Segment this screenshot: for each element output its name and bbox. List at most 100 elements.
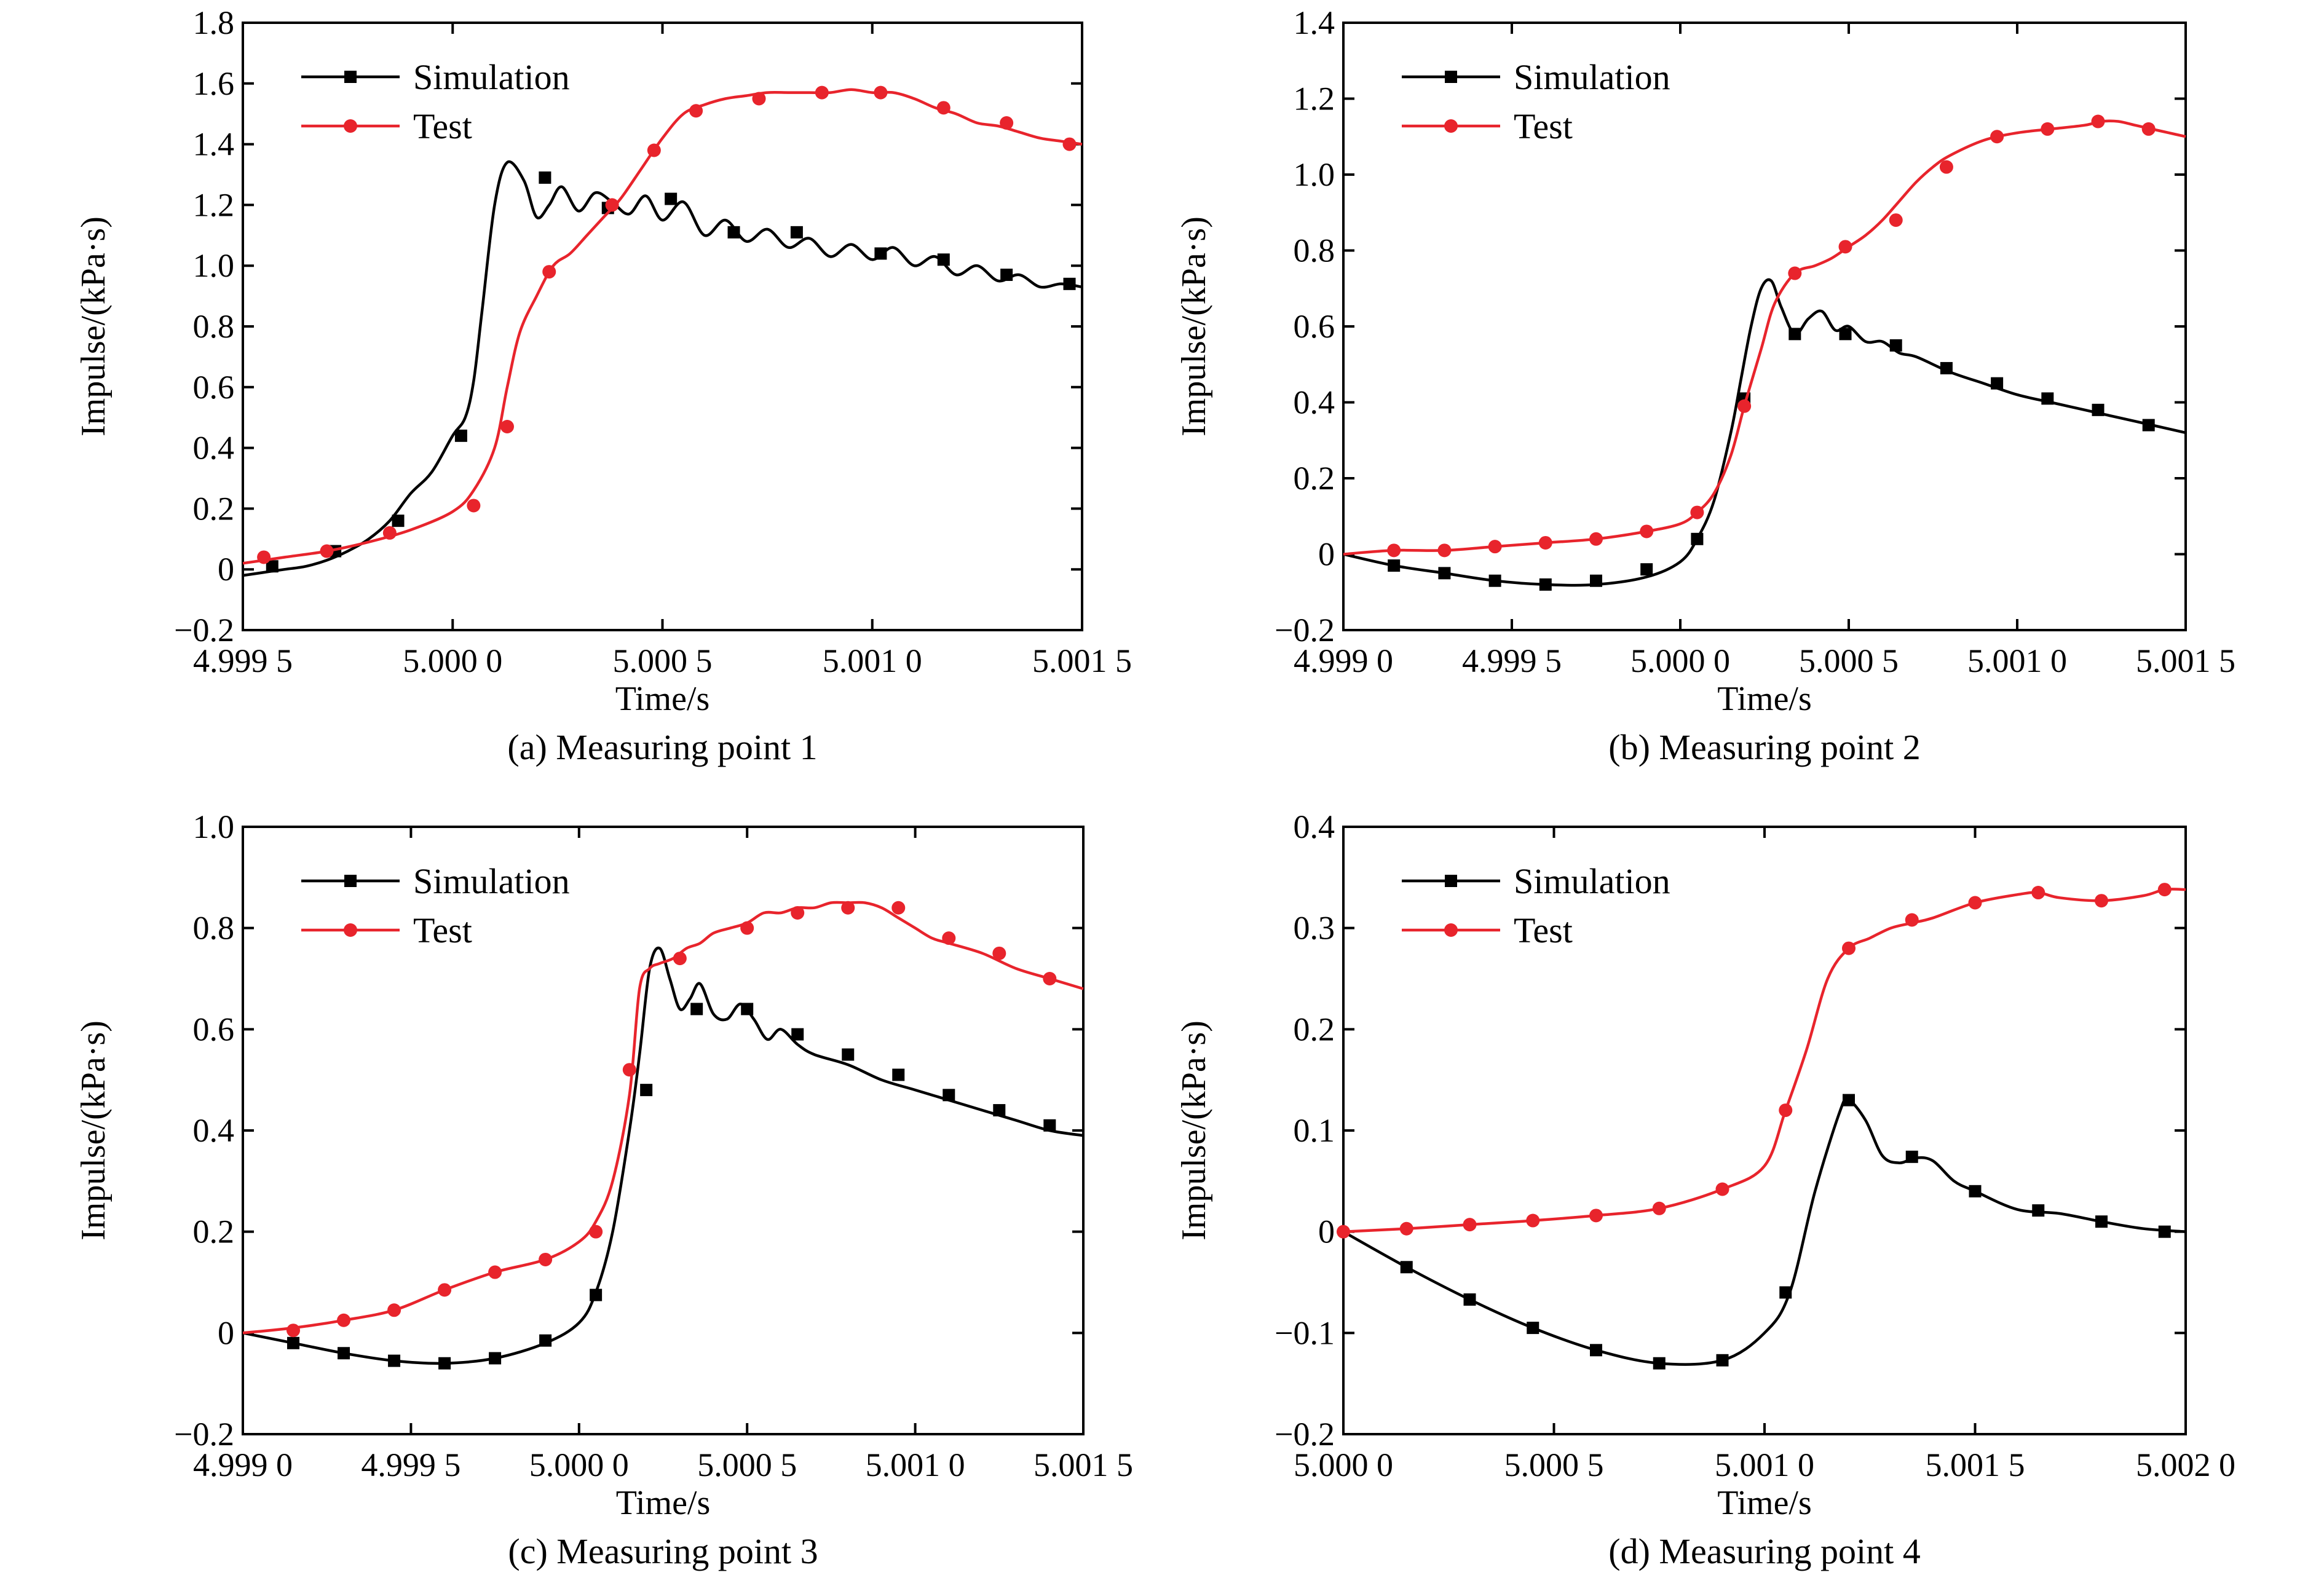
data-point <box>1463 1293 1476 1306</box>
x-tick-label: 5.000 0 <box>1630 642 1730 679</box>
data-point <box>382 526 397 540</box>
data-point <box>2092 403 2105 416</box>
data-point <box>647 143 661 157</box>
series-line <box>242 88 1083 565</box>
x-tick-label: 5.000 5 <box>1504 1446 1604 1483</box>
data-point <box>1653 1357 1666 1370</box>
legend-marker <box>1444 119 1458 133</box>
data-point <box>1939 160 1953 174</box>
y-tick-label: 0 <box>1318 536 1335 573</box>
data-point <box>1843 1094 1855 1107</box>
data-point <box>320 544 334 558</box>
series-line <box>1343 888 2186 1233</box>
data-point <box>2041 122 2055 136</box>
data-point <box>936 101 951 115</box>
series-line <box>242 946 1084 1365</box>
data-point <box>791 905 805 920</box>
data-point <box>1640 524 1654 539</box>
data-point <box>1715 1182 1729 1196</box>
y-tick-label: 1.4 <box>1294 4 1335 41</box>
legend-label: Simulation <box>413 57 570 97</box>
panel-c: 4.999 0 4.999 5 5.000 0 5.000 5 5.001 0 5.001… <box>74 808 1133 1571</box>
data-point <box>1000 116 1014 130</box>
y-tick-label: −0.2 <box>174 1416 234 1453</box>
legend-entry: Test <box>301 910 472 950</box>
y-tick-label: 0.4 <box>193 1112 235 1149</box>
data-point <box>622 1063 636 1077</box>
data-point <box>1043 1119 1056 1132</box>
y-tick-label: 0.8 <box>193 910 235 947</box>
series-line <box>1343 119 2186 556</box>
data-point <box>266 560 279 573</box>
data-point <box>438 1357 451 1370</box>
y-tick-label: 1.4 <box>193 126 235 163</box>
data-point <box>2091 114 2105 128</box>
x-tick-label: 5.000 5 <box>697 1446 797 1483</box>
data-point <box>640 1084 653 1097</box>
x-axis-title: Time/s <box>615 680 710 718</box>
data-point <box>1969 1185 1982 1197</box>
data-point <box>1889 213 1903 227</box>
data-point <box>539 171 551 184</box>
data-point <box>1063 277 1076 290</box>
data-point <box>1788 266 1802 280</box>
legend-entry: Simulation <box>1402 861 1670 901</box>
data-point <box>2032 1204 2045 1217</box>
legend-label: Simulation <box>413 861 570 901</box>
panel-caption: (c) Measuring point 3 <box>508 1531 818 1571</box>
legend-marker <box>344 119 357 133</box>
data-point <box>338 1347 350 1360</box>
panel-caption: (a) Measuring point 1 <box>507 727 817 767</box>
data-point <box>1940 361 1953 374</box>
data-point <box>741 1003 754 1016</box>
series-line <box>1342 1097 2186 1366</box>
data-point <box>1737 399 1752 413</box>
legend-marker <box>1445 71 1457 83</box>
data-point <box>2095 1215 2108 1228</box>
plot-frame <box>242 826 1085 1435</box>
x-tick-label: 5.000 0 <box>529 1446 629 1483</box>
data-point <box>542 265 556 279</box>
y-tick-label: 1.6 <box>193 65 235 102</box>
series-simulation <box>242 946 1084 1370</box>
y-axis-title: Impulse/(kPa·s) <box>74 1020 113 1241</box>
data-point <box>1690 505 1704 519</box>
data-point <box>943 1089 955 1102</box>
data-point <box>1400 1261 1413 1274</box>
data-point <box>752 92 766 106</box>
data-point <box>1779 1103 1793 1118</box>
x-tick-label: 5.000 5 <box>1799 642 1899 679</box>
y-tick-label: 0 <box>218 1314 234 1351</box>
data-point <box>1062 137 1077 151</box>
data-point <box>392 515 405 527</box>
y-tick-label: 1.2 <box>193 186 235 223</box>
data-point <box>1905 1150 1918 1163</box>
legend-label: Test <box>413 910 472 950</box>
x-axis-title: Time/s <box>1717 680 1812 718</box>
data-point <box>488 1265 502 1279</box>
data-point <box>942 931 956 945</box>
data-point <box>2142 419 2155 432</box>
data-point <box>1388 559 1401 572</box>
data-point <box>1527 1322 1539 1335</box>
y-tick-label: 0.3 <box>1294 910 1335 947</box>
x-tick-label: 5.000 0 <box>403 642 502 679</box>
data-point <box>690 1003 703 1016</box>
data-point <box>2031 886 2045 900</box>
data-point <box>841 901 855 915</box>
y-tick-label: −0.1 <box>1275 1314 1335 1351</box>
data-point <box>1991 377 2004 390</box>
data-point <box>539 1334 552 1347</box>
x-axis-title: Time/s <box>1717 1484 1812 1522</box>
data-point <box>1488 574 1501 587</box>
data-point <box>539 1252 553 1266</box>
y-tick-label: 0.2 <box>193 1213 235 1250</box>
data-point <box>388 1354 401 1367</box>
x-tick-label: 4.999 5 <box>361 1446 460 1483</box>
y-tick-label: 0 <box>1318 1213 1335 1250</box>
data-point <box>589 1225 603 1239</box>
series-test <box>1343 114 2186 558</box>
y-tick-label: 0.4 <box>1294 808 1335 845</box>
panel-a: 4.999 5 5.000 0 5.000 5 5.001 0 5.001 5 −0.2 0… <box>74 4 1132 767</box>
